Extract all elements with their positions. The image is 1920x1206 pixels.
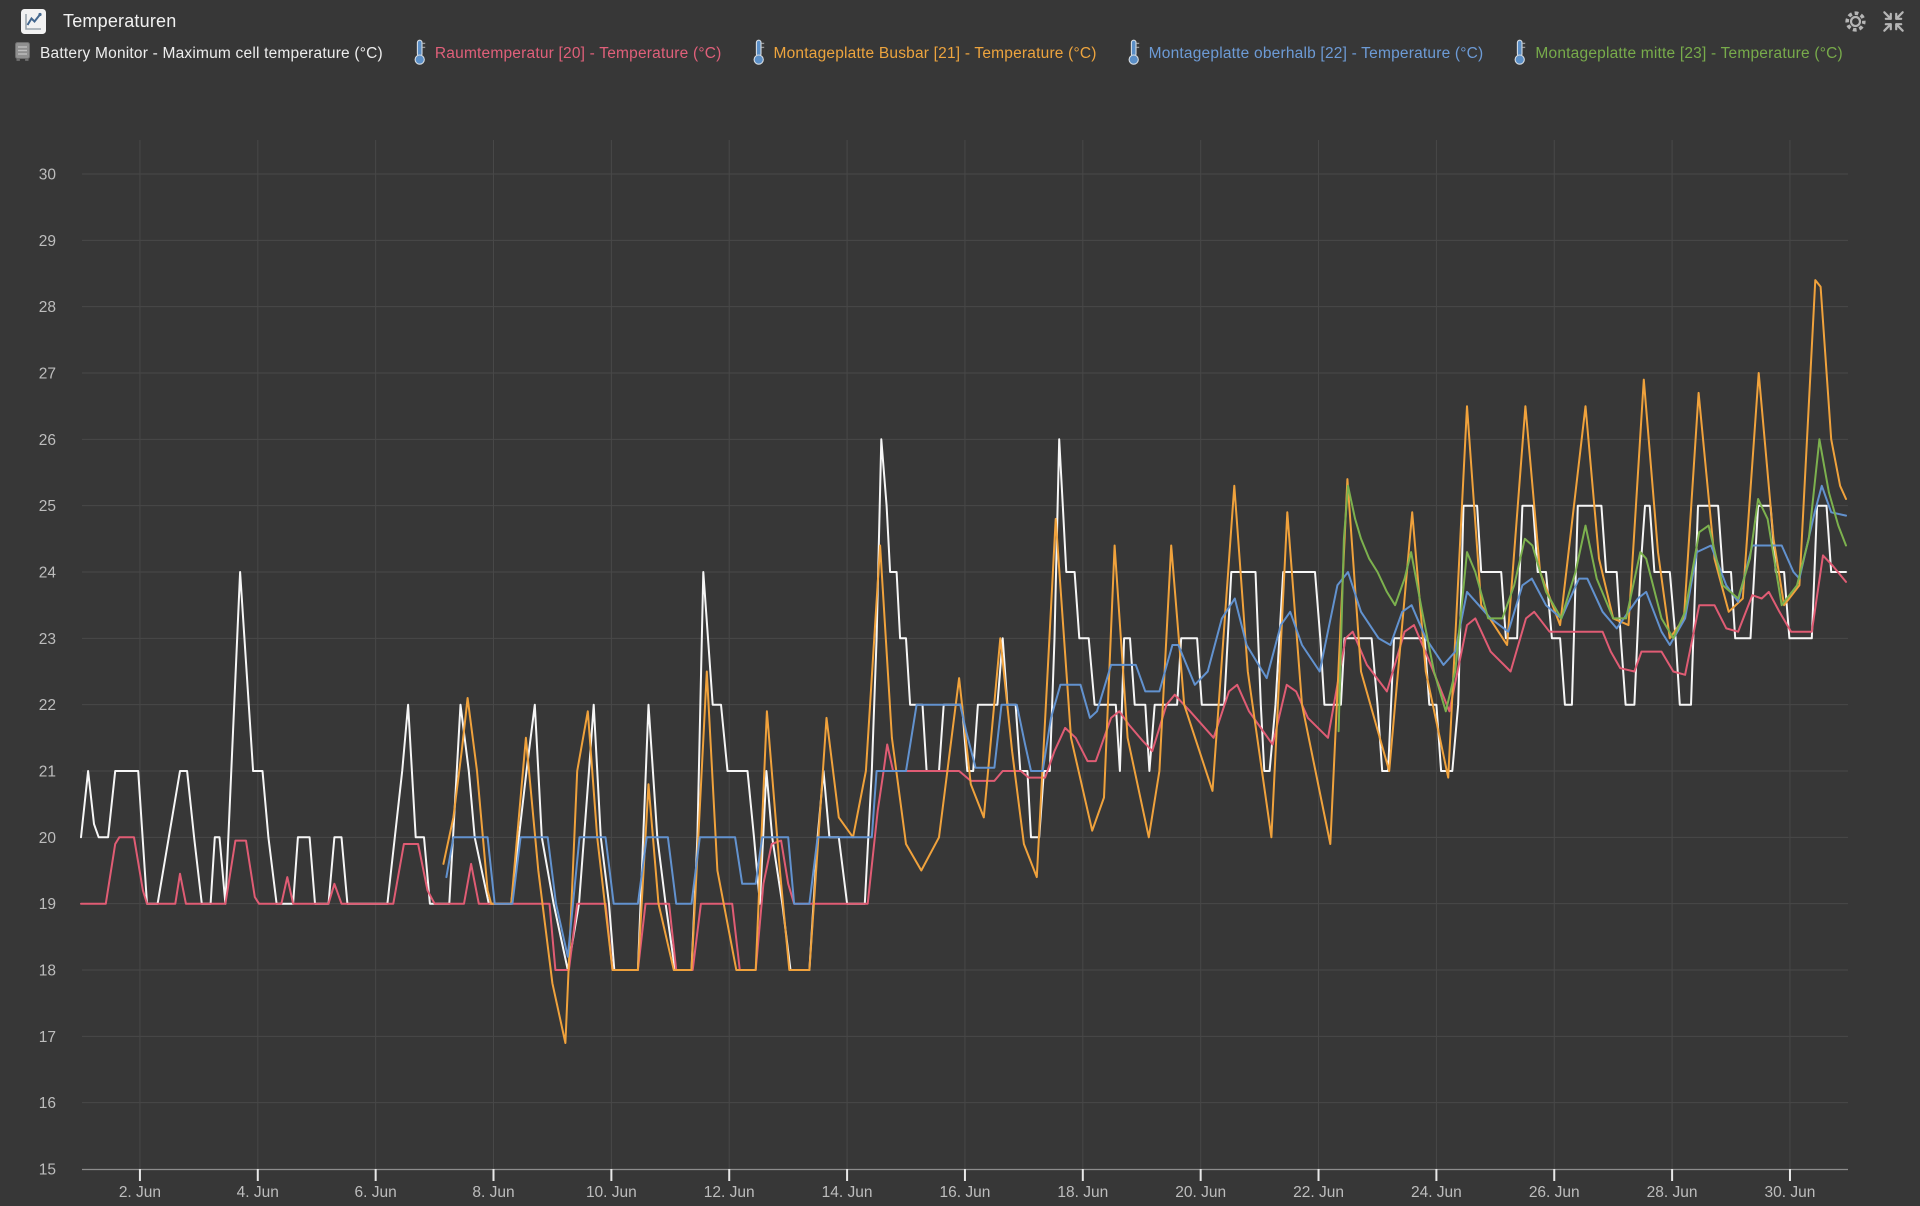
legend-label: Montageplatte oberhalb [22] - Temperatur… (1148, 45, 1484, 62)
y-tick-label: 28 (39, 299, 56, 316)
y-tick-label: 18 (39, 963, 56, 980)
y-tick-label: 17 (39, 1029, 56, 1046)
x-tick-label: 8. Jun (472, 1184, 514, 1201)
series-line-3 (445, 484, 1847, 958)
y-tick-label: 21 (39, 764, 56, 781)
battery-monitor-icon (15, 42, 30, 61)
y-tick-label: 19 (39, 896, 56, 913)
panel-header: Temperaturen (0, 0, 1920, 42)
compress-arrows-icon (1883, 10, 1904, 32)
thermometer-icon (1128, 39, 1139, 65)
x-tick-label: 20. Jun (1175, 1184, 1226, 1201)
y-tick-label: 30 (39, 167, 57, 184)
y-tick-label: 22 (39, 697, 56, 714)
x-tick-label: 2. Jun (119, 1184, 161, 1201)
legend-label: Montageplatte Busbar [21] - Temperature … (773, 45, 1097, 62)
x-tick-label: 10. Jun (586, 1184, 637, 1201)
x-tick-label: 16. Jun (940, 1184, 991, 1201)
legend-label: Montageplatte mitte [23] - Temperature (… (1535, 45, 1843, 62)
thermometer-icon (753, 39, 764, 65)
series-lines (80, 279, 1847, 1044)
legend-item-4[interactable]: Montageplatte mitte [23] - Temperature (… (1513, 39, 1843, 68)
legend-label: Raumtemperatur [20] - Temperature (°C) (434, 45, 722, 62)
x-tick-label: 6. Jun (355, 1184, 397, 1201)
y-tick-label: 16 (39, 1095, 56, 1112)
header-actions (1841, 7, 1908, 36)
series-line-2 (442, 279, 1847, 1044)
x-axis: 2. Jun 4. Jun 6. Jun 8. Jun 10. Jun 12. Jun 14… (82, 1168, 1848, 1201)
gear-icon (1845, 10, 1866, 32)
legend: Battery Monitor - Maximum cell temperatu… (14, 39, 1844, 68)
x-tick-label: 30. Jun (1765, 1184, 1816, 1201)
x-tick-label: 14. Jun (822, 1184, 873, 1201)
thermometer-icon (414, 39, 426, 65)
chart-panel-icon (20, 8, 47, 35)
y-tick-label: 29 (39, 233, 56, 250)
x-tick-label: 28. Jun (1647, 1184, 1698, 1201)
series-line-4 (1337, 438, 1847, 733)
x-tick-label: 4. Jun (237, 1184, 279, 1201)
legend-item-1[interactable]: Raumtemperatur [20] - Temperature (°C) (413, 39, 722, 68)
grid (82, 140, 1848, 1169)
x-tick-label: 26. Jun (1529, 1184, 1580, 1201)
page-title: Temperaturen (63, 10, 177, 31)
collapse-button[interactable] (1879, 7, 1908, 36)
series-line-0 (80, 438, 1847, 971)
legend-label: Battery Monitor - Maximum cell temperatu… (40, 45, 383, 62)
y-tick-label: 24 (39, 565, 57, 582)
y-tick-label: 26 (39, 432, 56, 449)
y-tick-label: 15 (39, 1162, 56, 1179)
series-line-1 (80, 554, 1847, 971)
thermometer-icon (1514, 39, 1526, 65)
legend-item-2[interactable]: Montageplatte Busbar [21] - Temperature … (752, 39, 1097, 68)
legend-item-3[interactable]: Montageplatte oberhalb [22] - Temperatur… (1127, 39, 1484, 68)
y-tick-label: 27 (39, 366, 56, 383)
y-tick-label: 23 (39, 631, 56, 648)
x-tick-label: 18. Jun (1057, 1184, 1108, 1201)
y-axis: 15 16 17 18 19 20 21 22 23 24 25 26 27 28 29 30 (39, 167, 57, 1179)
x-tick-label: 22. Jun (1293, 1184, 1344, 1201)
x-tick-label: 24. Jun (1411, 1184, 1462, 1201)
settings-button[interactable] (1841, 7, 1870, 36)
legend-item-0[interactable]: Battery Monitor - Maximum cell temperatu… (14, 40, 383, 68)
y-tick-label: 25 (39, 498, 56, 515)
y-tick-label: 20 (39, 830, 57, 847)
x-tick-label: 12. Jun (704, 1184, 755, 1201)
